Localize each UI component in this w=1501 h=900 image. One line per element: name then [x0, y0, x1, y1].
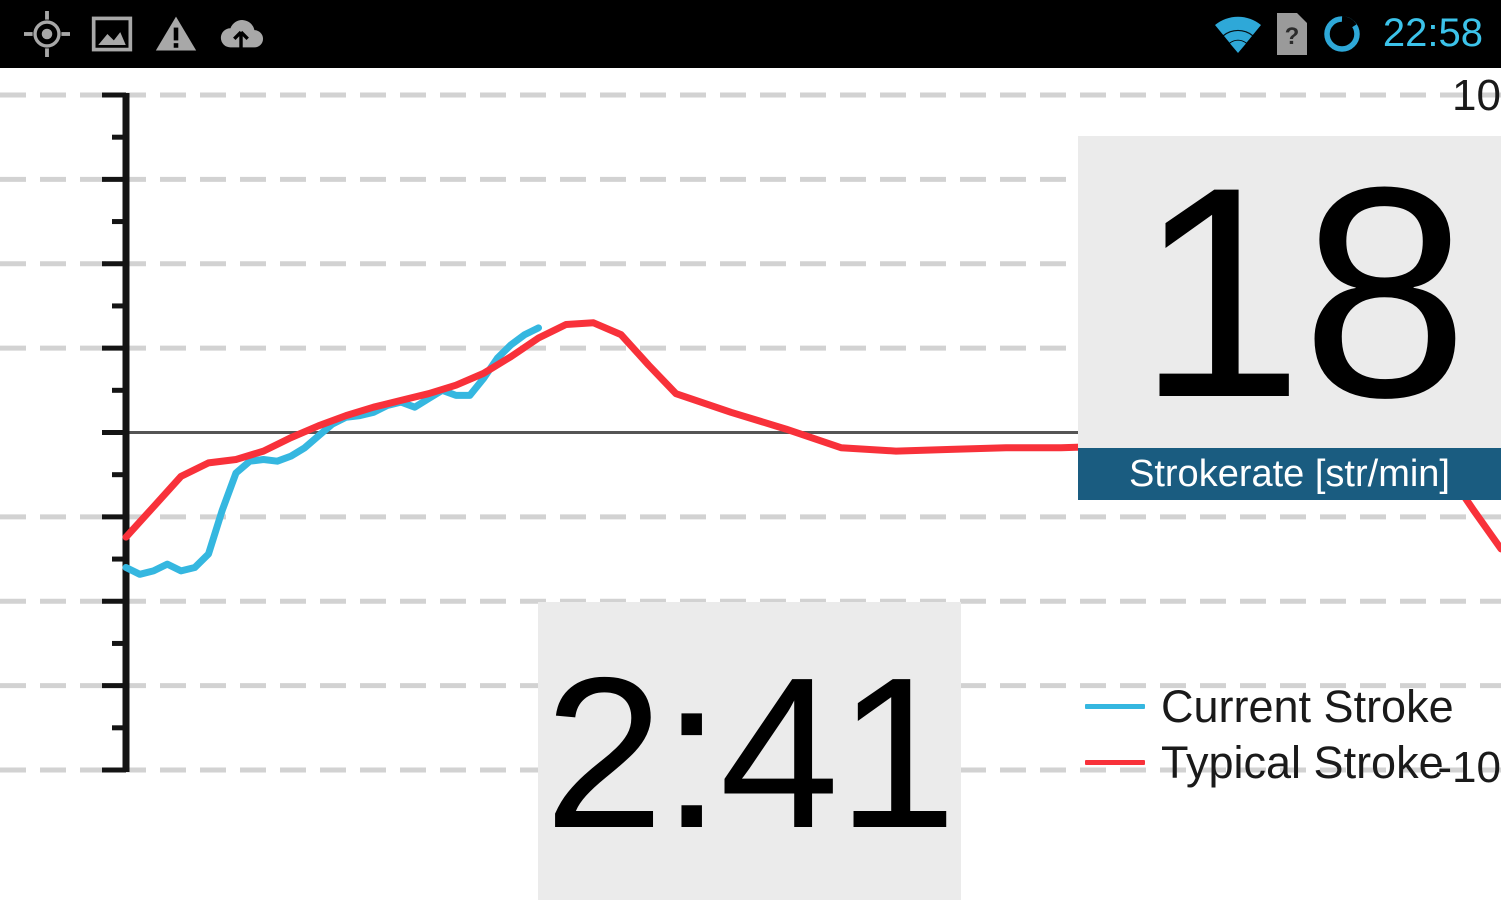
- image-icon: [90, 12, 134, 56]
- location-crosshair-icon: [24, 11, 70, 57]
- legend-item-typical-stroke[interactable]: Typical Stroke: [1085, 734, 1454, 790]
- legend-swatch-typical-stroke: [1085, 759, 1145, 765]
- chart-y-ticks: [102, 92, 126, 773]
- cloud-upload-icon: [218, 11, 264, 57]
- pace-value-box: 2:41: [538, 602, 961, 900]
- pace-readout[interactable]: 2:41 Pace over 500m: [538, 602, 961, 900]
- status-bar-system-icons[interactable]: ? 22:58: [1213, 11, 1483, 58]
- strokerate-value: 18: [1136, 123, 1469, 460]
- y-axis-tick-label-bottom: -10: [1437, 743, 1501, 792]
- legend-swatch-current-stroke: [1085, 703, 1145, 709]
- chart-legend: Current Stroke Typical Stroke: [1085, 678, 1454, 790]
- legend-label-typical-stroke: Typical Stroke: [1161, 736, 1444, 788]
- wifi-icon: [1213, 13, 1263, 55]
- strokerate-readout[interactable]: 18 Strokerate [str/min]: [1078, 136, 1501, 500]
- pace-value: 2:41: [544, 632, 956, 874]
- sim-unknown-icon: ?: [1276, 13, 1307, 55]
- series-line-current-stroke: [122, 324, 542, 578]
- boat-acceleration-chart[interactable]: 10 0 -10 Current Stroke Typical Stroke 1…: [0, 68, 1501, 900]
- warning-triangle-icon: [154, 12, 198, 56]
- status-bar-notification-icons[interactable]: [24, 11, 264, 57]
- legend-item-current-stroke[interactable]: Current Stroke: [1085, 678, 1454, 734]
- svg-text:?: ?: [1285, 23, 1300, 50]
- strokerate-value-box: 18: [1078, 136, 1501, 448]
- battery-circle-icon: [1321, 13, 1363, 55]
- strokerate-label: Strokerate [str/min]: [1078, 448, 1501, 500]
- y-axis-tick-label-top: 10: [1452, 71, 1501, 120]
- android-status-bar[interactable]: ? 22:58: [0, 0, 1501, 68]
- status-bar-clock: 22:58: [1382, 10, 1483, 55]
- legend-label-current-stroke: Current Stroke: [1161, 680, 1454, 732]
